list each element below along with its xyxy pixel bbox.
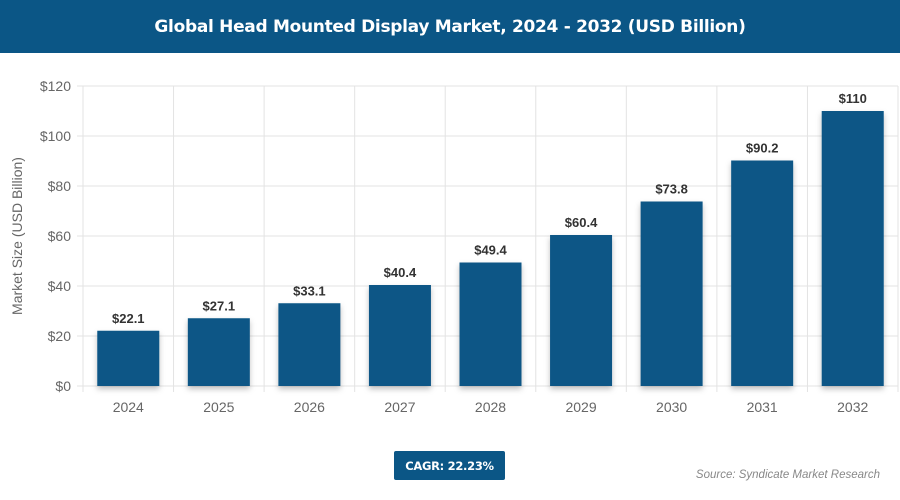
bar-2026: [278, 303, 341, 386]
data-label: $22.1: [112, 311, 145, 326]
data-label: $27.1: [203, 298, 236, 313]
bar-2027: [368, 285, 431, 386]
bar-2031: [731, 160, 794, 386]
data-label: $60.4: [565, 215, 598, 230]
bar-2032: [821, 111, 884, 386]
bar-2030: [640, 201, 703, 386]
y-tick-label: $120: [40, 78, 71, 94]
data-label: $73.8: [655, 182, 688, 197]
x-tick-label: 2027: [384, 399, 415, 415]
y-tick-label: $20: [48, 328, 72, 344]
data-label: $33.1: [293, 283, 326, 298]
y-tick-label: $40: [48, 278, 72, 294]
y-tick-label: $60: [48, 228, 72, 244]
y-tick-label: $100: [40, 128, 71, 144]
x-tick-label: 2024: [113, 399, 144, 415]
source-text: Source: Syndicate Market Research: [695, 469, 880, 481]
x-tick-label: 2031: [747, 399, 778, 415]
bar-2025: [187, 318, 250, 386]
chart-title: Global Head Mounted Display Market, 2024…: [0, 0, 900, 53]
data-label: $110: [839, 91, 867, 106]
x-tick-label: 2025: [203, 399, 234, 415]
y-tick-label: $80: [48, 178, 72, 194]
x-tick-label: 2026: [294, 399, 325, 415]
y-axis-label: Market Size (USD Billion): [9, 157, 25, 315]
x-tick-label: 2032: [837, 399, 868, 415]
x-tick-label: 2029: [565, 399, 596, 415]
y-tick-label: $0: [55, 378, 71, 394]
cagr-badge: CAGR: 22.23%: [394, 451, 505, 480]
bar-2029: [550, 235, 613, 386]
bar-2028: [459, 262, 522, 386]
bar-2024: [97, 330, 160, 386]
data-label: $49.4: [474, 243, 507, 258]
data-label: $40.4: [384, 265, 417, 280]
x-tick-label: 2028: [475, 399, 506, 415]
data-label: $90.2: [746, 141, 779, 156]
x-tick-label: 2030: [656, 399, 687, 415]
